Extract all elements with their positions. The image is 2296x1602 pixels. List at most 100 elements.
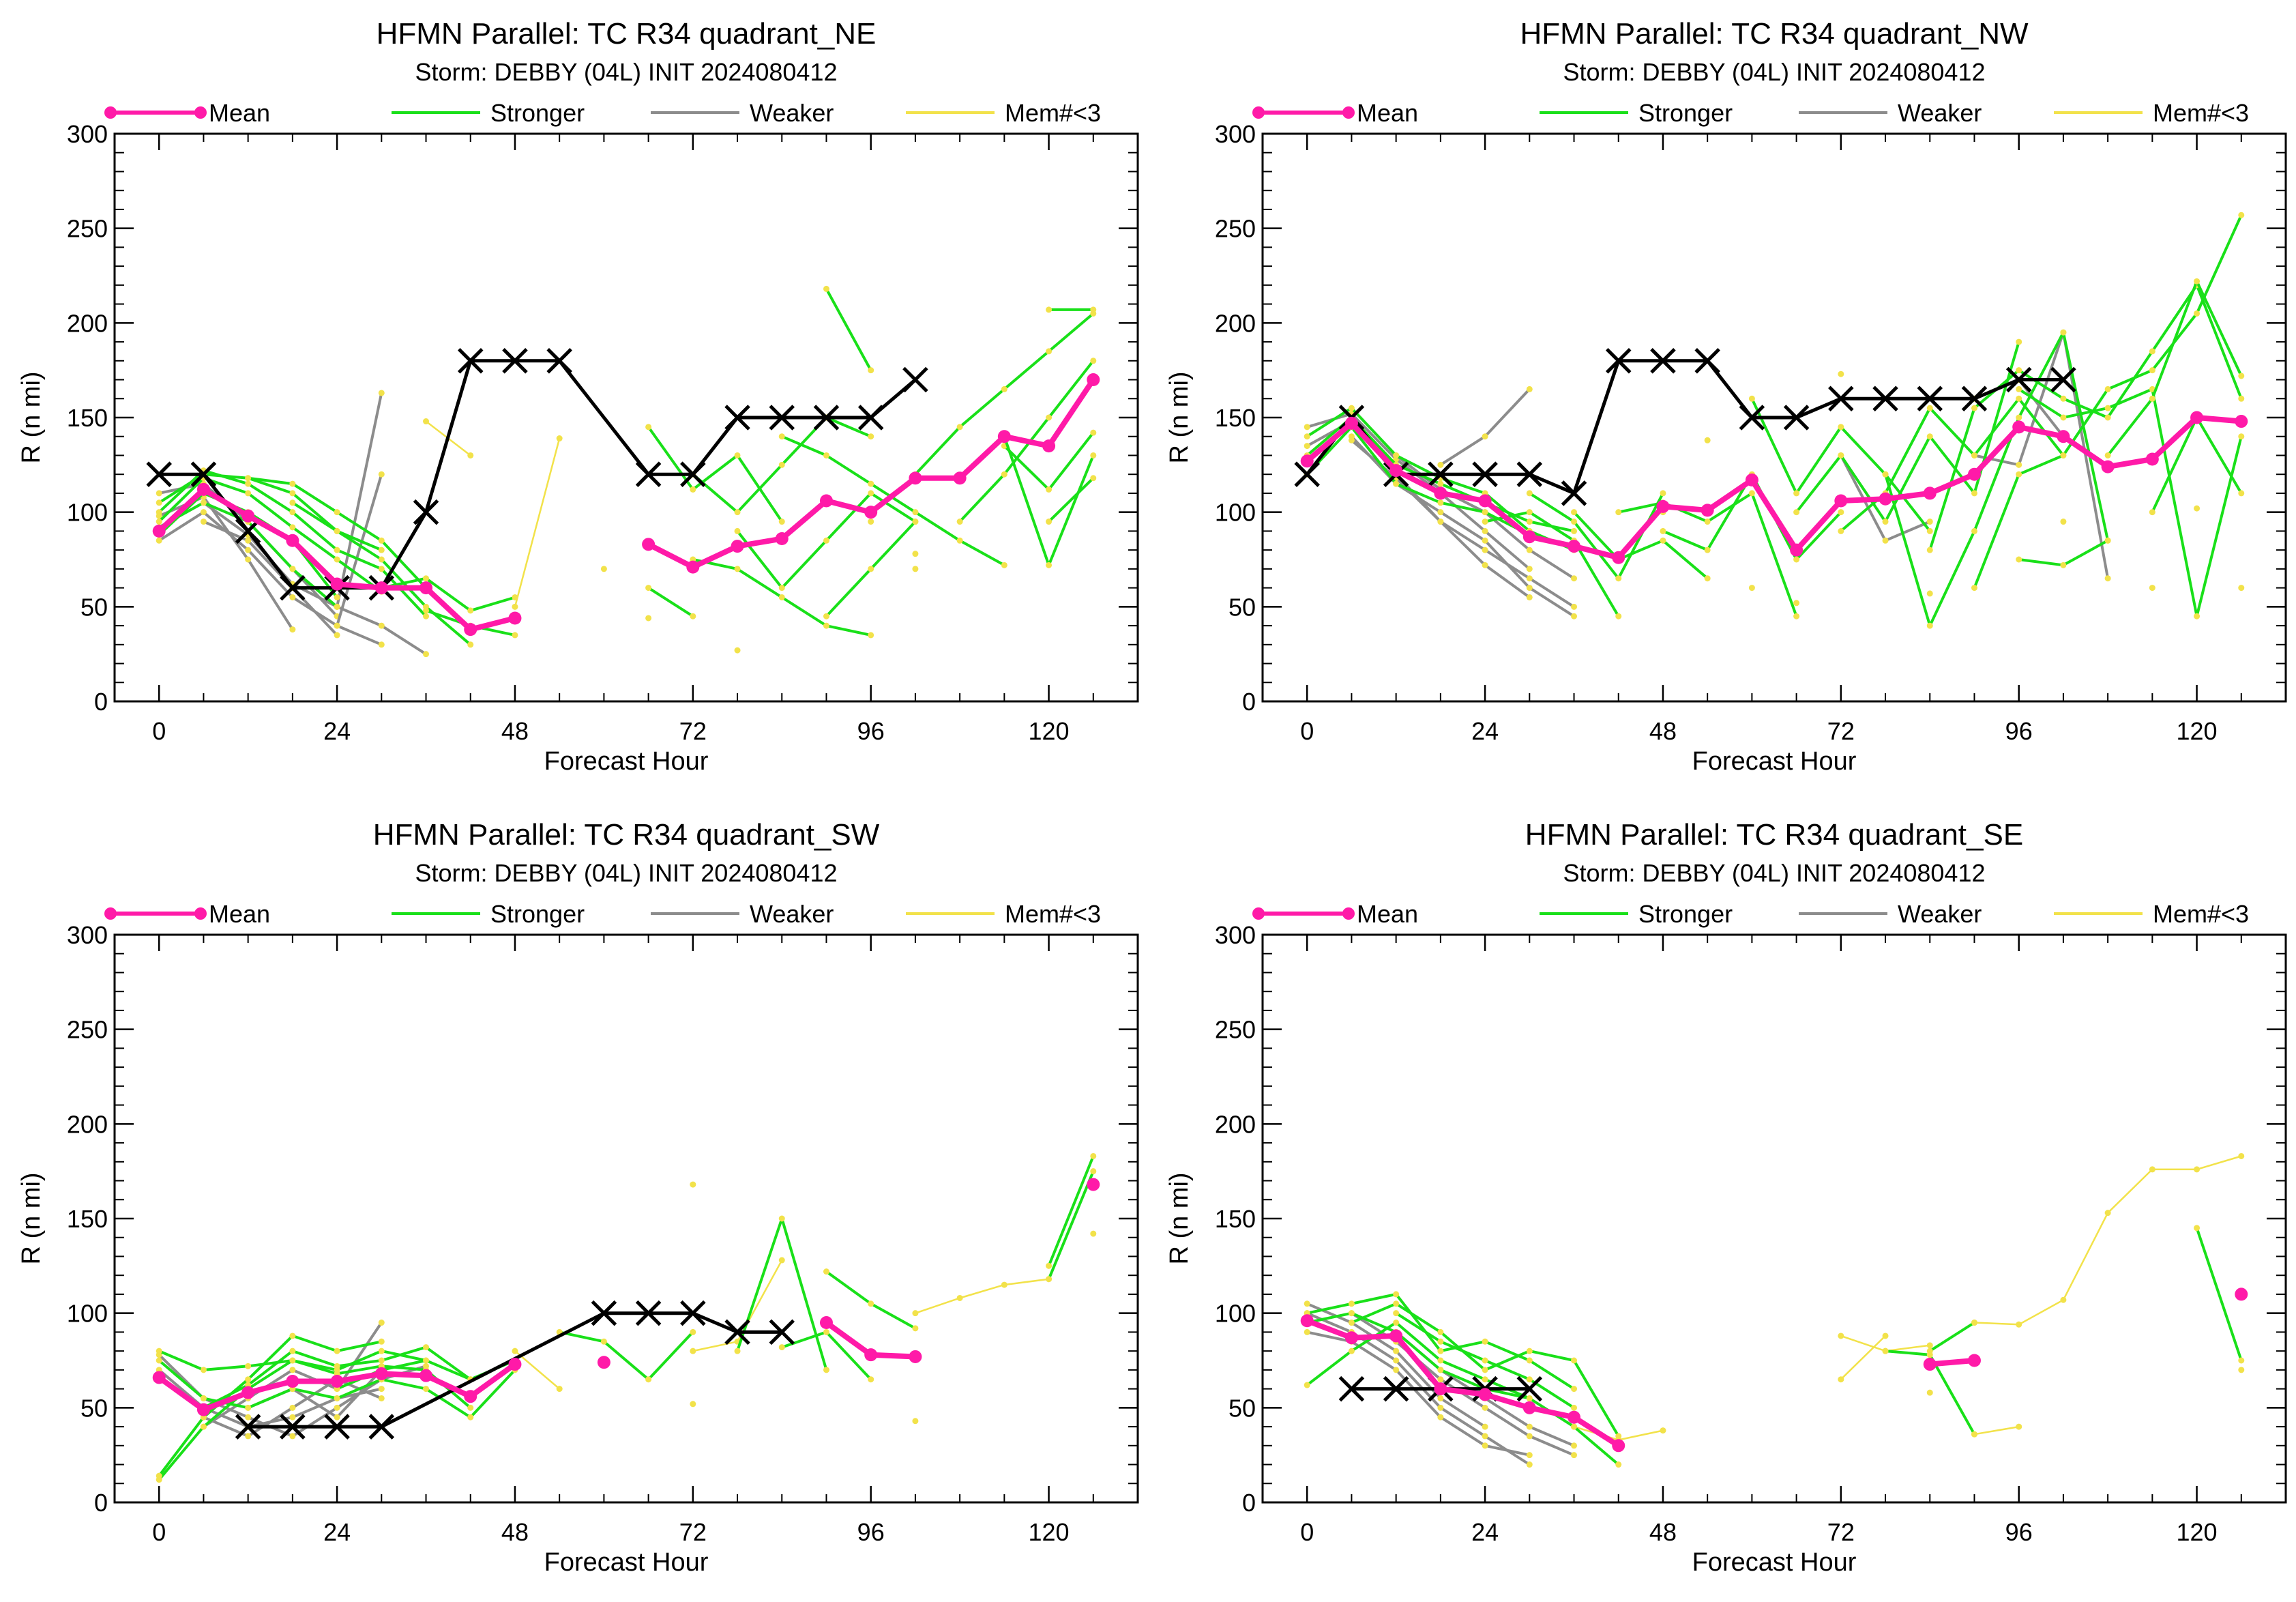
member-point <box>512 603 518 610</box>
mean-point <box>1389 1329 1403 1343</box>
legend-marker <box>104 106 117 119</box>
y-tick-label: 100 <box>67 499 108 527</box>
x-axis-label: Forecast Hour <box>544 1548 709 1577</box>
member-point <box>1482 1433 1488 1440</box>
x-tick-label: 72 <box>1827 717 1855 745</box>
member-point <box>512 1348 518 1354</box>
member-point <box>912 1325 919 1332</box>
legend-item: Mean <box>104 900 270 928</box>
member-point <box>734 647 741 654</box>
member-point <box>645 615 652 622</box>
stronger-member-line <box>1662 473 1842 561</box>
y-tick-label: 250 <box>1215 215 1256 243</box>
member-point <box>2060 562 2067 568</box>
member-point <box>1926 527 1933 534</box>
y-tick-label: 250 <box>67 215 108 243</box>
member-point <box>1482 562 1488 568</box>
member-point <box>289 1332 296 1339</box>
member-point <box>2016 556 2022 563</box>
member-point <box>778 585 785 592</box>
member-point <box>1090 475 1097 482</box>
mean-point <box>2101 460 2115 474</box>
member-point <box>1437 480 1444 487</box>
y-tick-label: 100 <box>67 1300 108 1328</box>
member-point <box>200 519 207 525</box>
weaker-member-line <box>158 495 294 630</box>
weaker-member-line <box>158 510 383 646</box>
member-point <box>289 1348 296 1354</box>
member-point <box>245 1404 252 1411</box>
few-member-line <box>1974 1425 2019 1436</box>
y-tick-label: 50 <box>1228 1394 1256 1422</box>
stronger-member-line <box>1306 425 1531 536</box>
member-point <box>334 603 340 610</box>
y-tick-label: 100 <box>1215 499 1256 527</box>
member-point <box>1437 1404 1444 1411</box>
member-point <box>778 433 785 440</box>
member-point <box>868 632 874 639</box>
x-tick-label: 0 <box>1300 1518 1314 1546</box>
member-point <box>956 424 963 431</box>
weaker-member-line <box>203 520 338 637</box>
member-point <box>378 390 385 396</box>
member-point <box>378 1348 385 1354</box>
member-point <box>1001 471 1007 478</box>
plot-frame <box>113 132 1139 703</box>
best-track-marker <box>1605 348 1632 374</box>
member-point <box>423 607 430 614</box>
member-point <box>734 452 741 458</box>
best-track-marker <box>1561 480 1587 506</box>
member-point <box>1838 1376 1844 1383</box>
member-point <box>1348 1310 1355 1317</box>
member-point <box>912 519 919 525</box>
legend-label: Mean <box>1357 900 1418 928</box>
member-point <box>245 537 252 544</box>
x-tick-label: 120 <box>1029 1518 1070 1546</box>
member-point <box>1704 437 1711 443</box>
mean-point <box>1434 486 1447 500</box>
y-tick-label: 0 <box>94 1489 108 1517</box>
member-point <box>1482 519 1488 525</box>
x-tick-label: 24 <box>1471 717 1499 745</box>
mean-point <box>1879 492 1892 506</box>
member-point <box>1660 537 1666 544</box>
member-point <box>1046 306 1053 313</box>
member-point <box>1348 1348 1355 1354</box>
mean-point <box>374 581 388 595</box>
mean-point <box>1790 543 1804 557</box>
member-point <box>690 486 696 493</box>
mean-point <box>1923 1358 1937 1371</box>
member-point <box>2104 1210 2111 1217</box>
mean-point <box>1344 416 1358 430</box>
best-track-marker <box>680 1300 706 1326</box>
member-point <box>690 1181 696 1188</box>
member-point <box>1304 1328 1310 1335</box>
y-tick-label: 300 <box>67 921 108 949</box>
member-point <box>1090 452 1097 458</box>
member-point <box>2194 1166 2201 1173</box>
x-tick-label: 48 <box>1649 717 1677 745</box>
mean-point <box>1478 1388 1492 1401</box>
member-point <box>289 626 296 633</box>
weaker-member-line <box>1439 388 1531 466</box>
member-point <box>156 1472 162 1479</box>
member-point <box>645 585 652 592</box>
x-tick-label: 0 <box>152 1518 166 1546</box>
member-point <box>2104 537 2111 544</box>
member-point <box>2194 278 2201 285</box>
best-track-marker <box>1383 1375 1409 1402</box>
x-tick-label: 72 <box>679 717 707 745</box>
member-point <box>1971 490 1977 497</box>
stronger-member-line <box>158 1350 471 1409</box>
member-point <box>2149 509 2155 516</box>
chart-title: HFMN Parallel: TC R34 quadrant_SE <box>1525 818 2023 851</box>
mean-point <box>819 494 833 508</box>
member-point <box>823 452 829 458</box>
member-point <box>289 1414 296 1421</box>
best-track-marker <box>324 1414 350 1440</box>
member-point <box>1882 471 1889 478</box>
member-point <box>156 519 162 525</box>
few-member-line <box>514 438 561 607</box>
legend-label: Mem#<3 <box>2153 99 2249 127</box>
chart-panel: HFMN Parallel: TC R34 quadrant_SE Storm: … <box>1165 818 2287 1577</box>
